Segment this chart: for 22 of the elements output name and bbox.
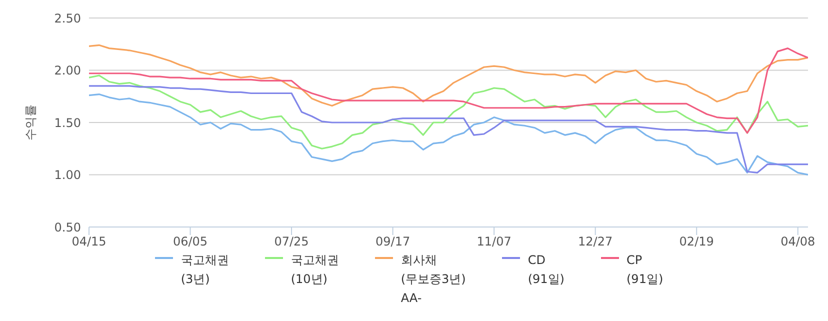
legend-label: CP (91일) xyxy=(626,252,664,288)
y-tick-label: 1.50 xyxy=(54,116,81,130)
y-tick-label: 2.00 xyxy=(54,64,81,78)
x-tick-label: 09/17 xyxy=(376,234,410,249)
x-tick-label: 12/27 xyxy=(578,234,613,249)
x-tick-label: 06/05 xyxy=(172,234,208,249)
y-tick-label: 0.50 xyxy=(54,220,81,234)
line-series xyxy=(89,48,808,134)
x-tick-label: 04/08 xyxy=(780,234,816,249)
y-tick-label: 2.50 xyxy=(54,11,81,26)
y-tick-label: 1.00 xyxy=(54,168,81,182)
x-tick-label: 07/25 xyxy=(274,234,309,249)
legend-label: CD (91일) xyxy=(528,252,564,288)
line-series xyxy=(89,74,808,150)
y-axis-title: 수익률 xyxy=(23,104,38,140)
legend-label: 국고채권 (3년) xyxy=(180,252,229,288)
legend-label: 국고채권 (10년) xyxy=(290,252,339,288)
x-tick-label: 11/07 xyxy=(476,234,512,249)
line-series xyxy=(89,44,808,107)
x-tick-label: 04/15 xyxy=(72,234,106,249)
legend-label: 회사채 (무보증3년) AA- xyxy=(400,252,466,307)
x-tick-label: 02/19 xyxy=(679,234,714,249)
